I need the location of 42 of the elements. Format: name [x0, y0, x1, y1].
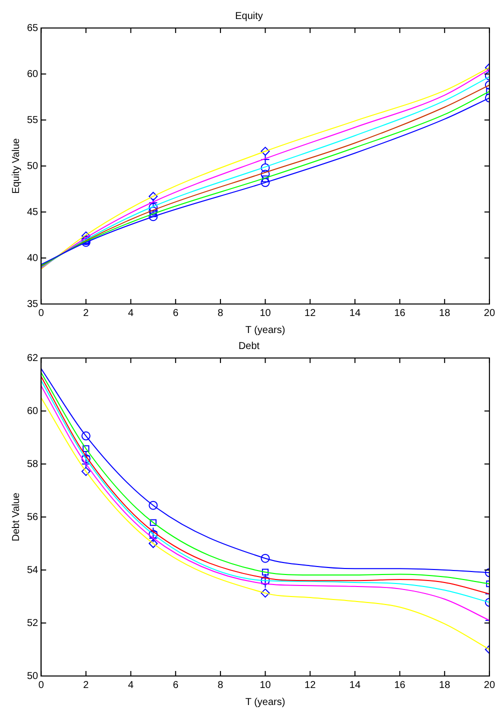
x-tick-label: 10: [260, 680, 272, 691]
x-tick-label: 18: [439, 680, 451, 691]
y-tick-label: 50: [27, 670, 39, 682]
x-tick-label: 4: [128, 308, 134, 319]
x-tick-label: 20: [484, 680, 496, 691]
x-tick-label: 0: [38, 680, 44, 691]
y-tick-label: 58: [27, 458, 39, 470]
x-tick-label: 2: [83, 308, 90, 319]
x-tick-label: 16: [394, 680, 406, 691]
x-axis-title: T (years): [245, 324, 286, 336]
y-tick-label: 55: [27, 114, 39, 126]
y-tick-label: 35: [27, 298, 39, 310]
x-tick-label: 10: [260, 308, 272, 319]
y-tick-label: 65: [27, 22, 39, 34]
chart-title: Equity: [235, 10, 263, 22]
x-tick-label: 16: [394, 308, 406, 319]
y-tick-label: 60: [27, 406, 39, 417]
x-tick-label: 8: [218, 680, 224, 691]
y-tick-label: 45: [27, 206, 39, 218]
chart-title: Debt: [238, 340, 260, 352]
x-tick-label: 4: [128, 680, 134, 691]
x-tick-label: 12: [304, 308, 316, 319]
x-tick-label: 2: [83, 680, 90, 691]
x-tick-label: 6: [172, 680, 179, 691]
x-tick-label: 18: [439, 308, 451, 319]
x-tick-label: 12: [304, 680, 316, 691]
y-tick-label: 52: [27, 618, 39, 629]
x-tick-label: 6: [172, 308, 179, 319]
x-tick-label: 0: [38, 308, 44, 319]
y-axis-title: Debt Value: [10, 492, 22, 542]
x-tick-label: 14: [349, 680, 361, 691]
x-tick-label: 20: [484, 308, 496, 319]
y-tick-label: 62: [27, 352, 39, 364]
y-tick-label: 40: [27, 252, 39, 264]
y-axis-title: Equity Value: [10, 138, 22, 194]
x-tick-label: 14: [349, 308, 361, 319]
y-tick-label: 60: [27, 68, 39, 80]
x-axis-title: T (years): [245, 696, 286, 708]
y-tick-label: 50: [27, 160, 39, 172]
x-tick-label: 8: [218, 308, 224, 319]
y-tick-label: 54: [27, 564, 39, 576]
y-tick-label: 56: [27, 512, 39, 523]
